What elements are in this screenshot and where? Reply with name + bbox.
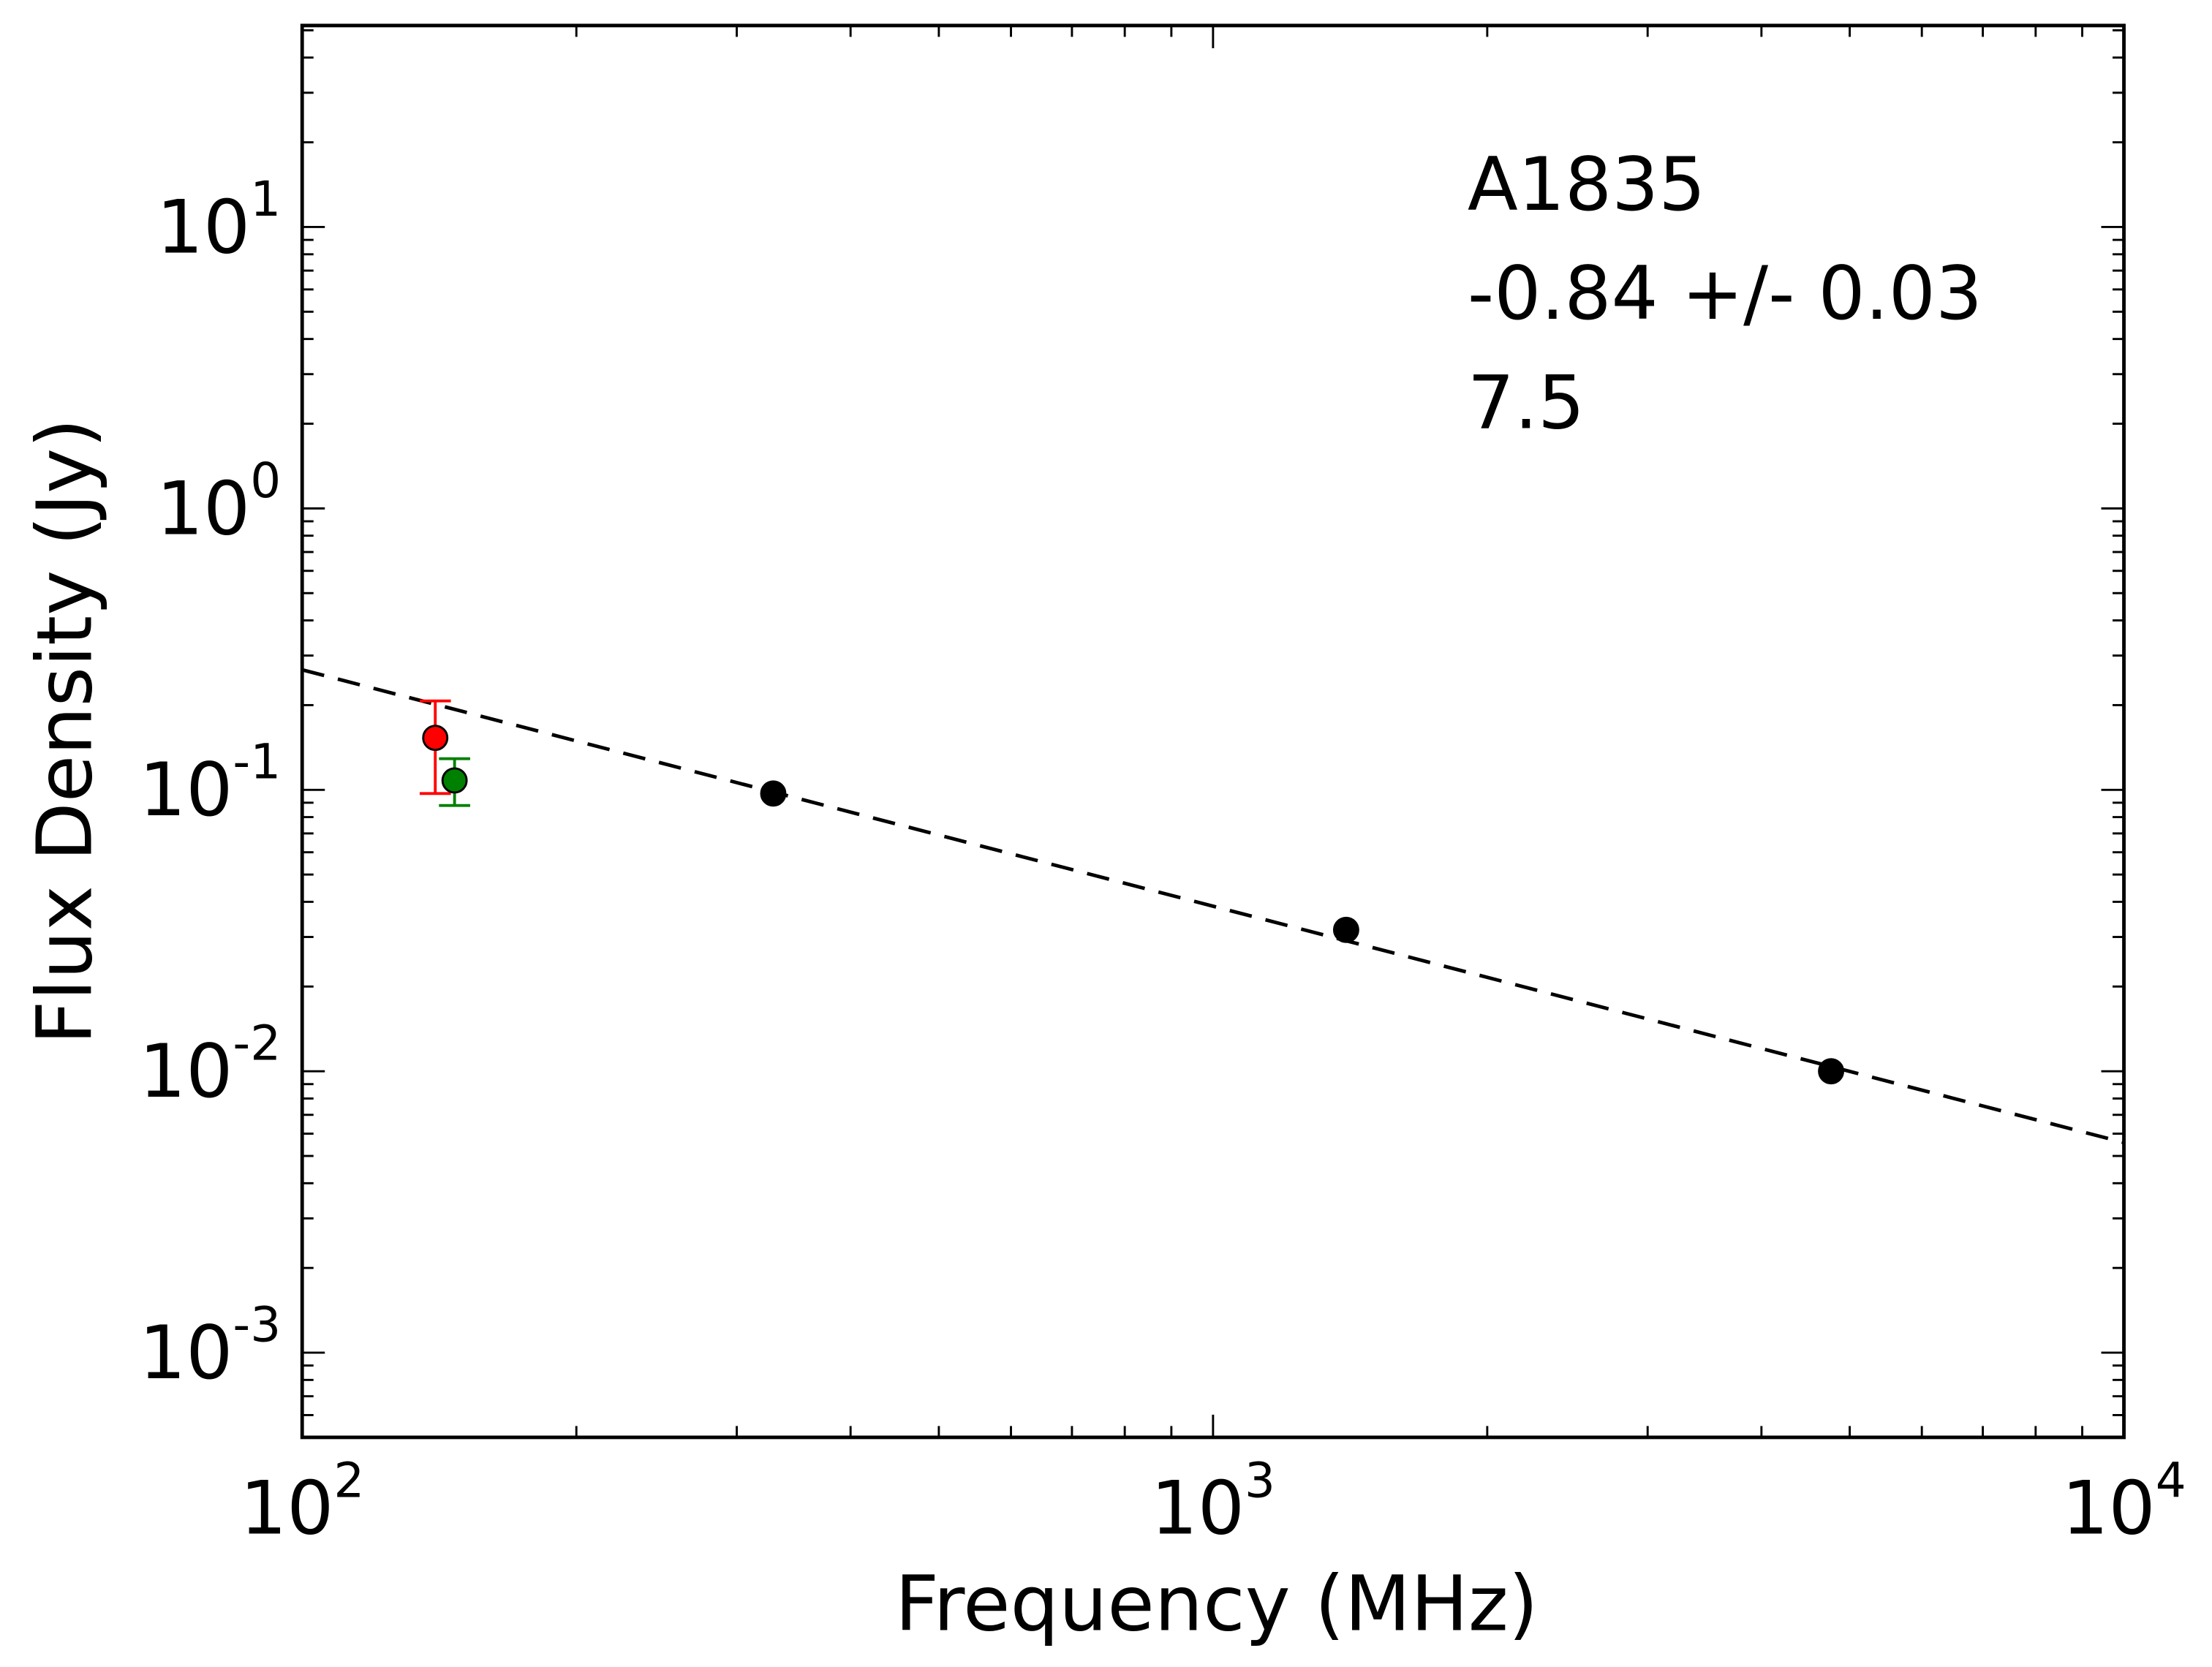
axis-ticks	[301, 25, 2124, 1439]
annotation-name: A1835	[1468, 141, 1705, 227]
y-tick-label: 100	[156, 453, 281, 551]
data-point-black	[760, 780, 787, 807]
y-axis-label: Flux Density (Jy)	[20, 418, 109, 1045]
x-tick-label: 102	[240, 1452, 364, 1551]
fit-line	[301, 668, 2125, 1145]
y-tick-label: 101	[156, 171, 281, 270]
y-tick-label: 10-1	[139, 734, 281, 833]
plot-frame	[300, 23, 2126, 1440]
data-point-black	[1332, 916, 1359, 943]
data-point-green	[441, 767, 468, 794]
annotation-index: -0.84 +/- 0.03	[1468, 250, 1982, 336]
y-tick-label: 10-3	[139, 1297, 281, 1396]
y-tick-label: 10-2	[139, 1016, 281, 1114]
x-axis-label: Frequency (MHz)	[895, 1560, 1539, 1649]
tick-labels: 102 103 104 101 100 10-1 10-2 10-3	[139, 171, 2186, 1551]
x-tick-label: 103	[1151, 1452, 1275, 1551]
x-tick-label: 104	[2061, 1452, 2186, 1551]
data-point-black	[1818, 1058, 1845, 1085]
data-point-red	[422, 725, 449, 752]
data-marks	[301, 668, 2125, 1145]
annotation-value: 7.5	[1468, 360, 1585, 446]
